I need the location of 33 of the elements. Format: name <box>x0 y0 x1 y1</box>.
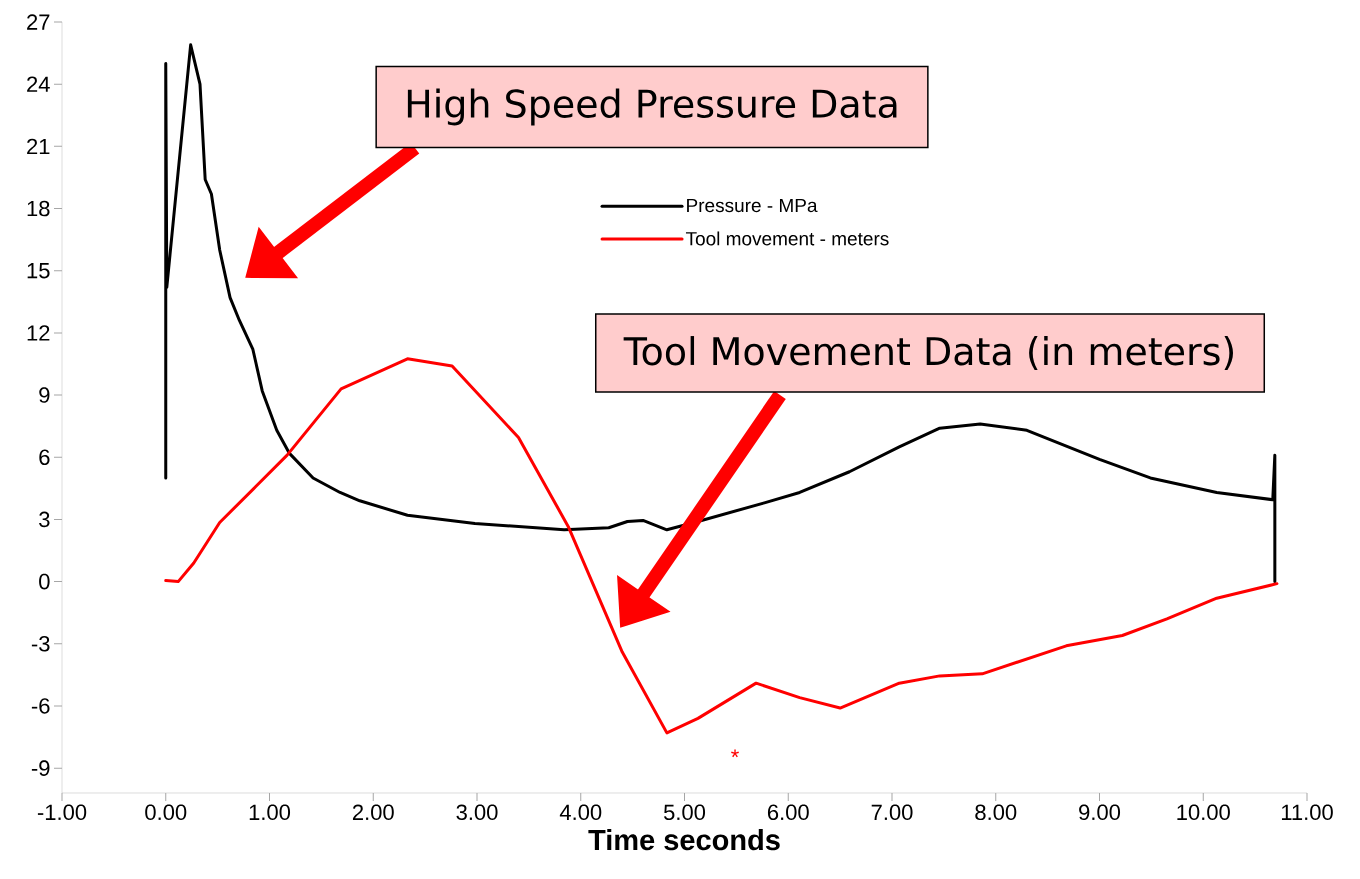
y-tick-label: 9 <box>39 387 50 403</box>
x-tick-label: 4.00 <box>559 804 602 821</box>
x-tick-label: 9.00 <box>1079 804 1121 821</box>
y-tick-label: 0 <box>39 573 50 590</box>
legend-label: Pressure - MPa <box>687 198 818 213</box>
annotation: * <box>731 749 739 758</box>
x-tick-label: 5.00 <box>663 804 706 821</box>
x-tick-label: 8.00 <box>975 804 1017 821</box>
x-tick-label: 1.00 <box>249 804 291 821</box>
x-tick-label: 11.00 <box>1281 804 1333 821</box>
x-tick-label: 0.00 <box>145 804 187 821</box>
y-tick-label: 21 <box>27 138 50 155</box>
y-tick-label: -3 <box>31 635 50 652</box>
y-tick-label: 24 <box>27 76 50 92</box>
y-tick-label: 18 <box>27 200 50 217</box>
x-axis-title: Time seconds <box>588 828 780 851</box>
y-tick-label: -6 <box>31 698 50 714</box>
y-tick-label: 27 <box>27 14 50 30</box>
y-tick-label: 12 <box>27 325 50 341</box>
x-tick-label: 3.00 <box>456 804 498 821</box>
x-tick-label: 10.00 <box>1177 804 1230 821</box>
y-tick-label: -9 <box>31 760 50 776</box>
annotation: Tool Movement Data (in meters) <box>623 336 1233 370</box>
y-tick-label: 15 <box>27 263 50 279</box>
x-tick-label: 2.00 <box>352 804 394 821</box>
annotation: High Speed Pressure Data <box>407 88 897 126</box>
x-tick-label: -1.00 <box>37 804 87 821</box>
x-tick-label: 6.00 <box>767 804 809 821</box>
y-tick-label: 3 <box>39 511 50 528</box>
y-tick-label: 6 <box>39 449 50 466</box>
line-series <box>164 43 1277 584</box>
legend-label: Tool movement - meters <box>685 231 889 246</box>
x-tick-label: 7.00 <box>871 804 913 821</box>
